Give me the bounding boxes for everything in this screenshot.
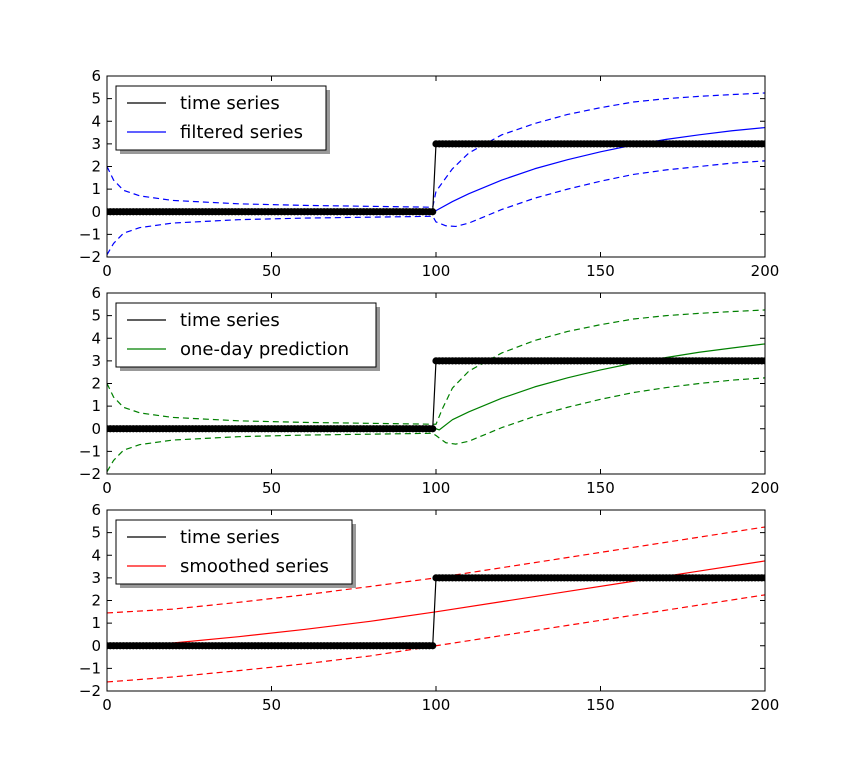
subplot-2: 0 50 100 150 200 −2 −1 0 1 2 3 4 5 6 time series one-da…: [79, 284, 779, 497]
legend-label: one-day prediction: [180, 339, 349, 360]
x-axis: 0 50 100 150 200: [102, 76, 779, 280]
y-tick-label: 3: [91, 352, 101, 370]
series-group: [107, 92, 765, 256]
y-tick-label: 4: [91, 329, 101, 347]
time-series-markers: [107, 140, 765, 216]
y-tick-label: 3: [91, 569, 101, 587]
series-group: [107, 309, 765, 473]
x-tick-label: 150: [586, 479, 615, 497]
y-axis: −2 −1 0 1 2 3 4 5 6: [79, 284, 765, 483]
legend-box: [115, 519, 353, 585]
upper-band-line: [107, 309, 765, 425]
y-tick-label: −1: [79, 659, 101, 677]
x-tick-label: 100: [422, 479, 451, 497]
y-tick-label: 6: [91, 67, 101, 85]
x-axis: 0 50 100 150 200: [102, 293, 779, 497]
legend-box: [115, 85, 327, 151]
legend: time series filtered series: [115, 85, 330, 154]
time-series-line: [107, 577, 765, 647]
series-group: [107, 526, 765, 683]
y-tick-label: −2: [79, 248, 101, 266]
legend: time series one-day prediction: [115, 302, 380, 371]
legend: time series smoothed series: [115, 519, 356, 588]
y-axis: −2 −1 0 1 2 3 4 5 6: [79, 501, 765, 700]
lower-band-line: [107, 160, 765, 256]
y-tick-label: 5: [91, 524, 101, 542]
time-series-line: [107, 143, 765, 213]
x-tick-label: 100: [422, 696, 451, 714]
upper-band-line: [107, 92, 765, 208]
y-tick-label: 6: [91, 501, 101, 519]
y-tick-label: 3: [91, 135, 101, 153]
x-tick-label: 100: [422, 262, 451, 280]
y-tick-label: 0: [91, 203, 101, 221]
legend-label: time series: [180, 527, 280, 548]
y-tick-label: 2: [91, 158, 101, 176]
y-tick-label: 1: [91, 397, 101, 415]
y-tick-label: 0: [91, 420, 101, 438]
legend-label: time series: [180, 93, 280, 114]
y-tick-label: −2: [79, 465, 101, 483]
y-tick-label: 4: [91, 546, 101, 564]
y-tick-label: 2: [91, 592, 101, 610]
legend-box: [115, 302, 377, 368]
y-tick-label: 5: [91, 307, 101, 325]
x-tick-label: 200: [751, 262, 780, 280]
y-tick-label: 5: [91, 90, 101, 108]
legend-label: smoothed series: [180, 556, 329, 577]
y-tick-label: 1: [91, 180, 101, 198]
subplot-3: 0 50 100 150 200 −2 −1 0 1 2 3 4 5 6 time series smooth…: [79, 501, 779, 714]
legend-label: time series: [180, 310, 280, 331]
x-tick-label: 0: [102, 262, 112, 280]
x-tick-label: 150: [586, 696, 615, 714]
x-tick-label: 50: [262, 262, 281, 280]
y-tick-label: −1: [79, 225, 101, 243]
x-tick-label: 200: [751, 479, 780, 497]
subplot-1: 0 50 100 150 200 −2 −1 0 1 2 3 4 5 6 time series filter…: [79, 67, 779, 280]
legend-label: filtered series: [180, 122, 303, 143]
time-series-markers: [107, 574, 765, 650]
x-tick-label: 50: [262, 479, 281, 497]
y-tick-label: −2: [79, 682, 101, 700]
time-series-line: [107, 360, 765, 430]
y-tick-label: 2: [91, 375, 101, 393]
lower-band-line: [107, 377, 765, 473]
x-tick-label: 0: [102, 696, 112, 714]
x-tick-label: 200: [751, 696, 780, 714]
y-tick-label: 4: [91, 112, 101, 130]
y-tick-label: 1: [91, 614, 101, 632]
y-axis: −2 −1 0 1 2 3 4 5 6: [79, 67, 765, 266]
x-tick-label: 150: [586, 262, 615, 280]
y-tick-label: −1: [79, 442, 101, 460]
x-tick-label: 50: [262, 696, 281, 714]
x-axis: 0 50 100 150 200: [102, 510, 779, 714]
y-tick-label: 0: [91, 637, 101, 655]
y-tick-label: 6: [91, 284, 101, 302]
x-tick-label: 0: [102, 479, 112, 497]
